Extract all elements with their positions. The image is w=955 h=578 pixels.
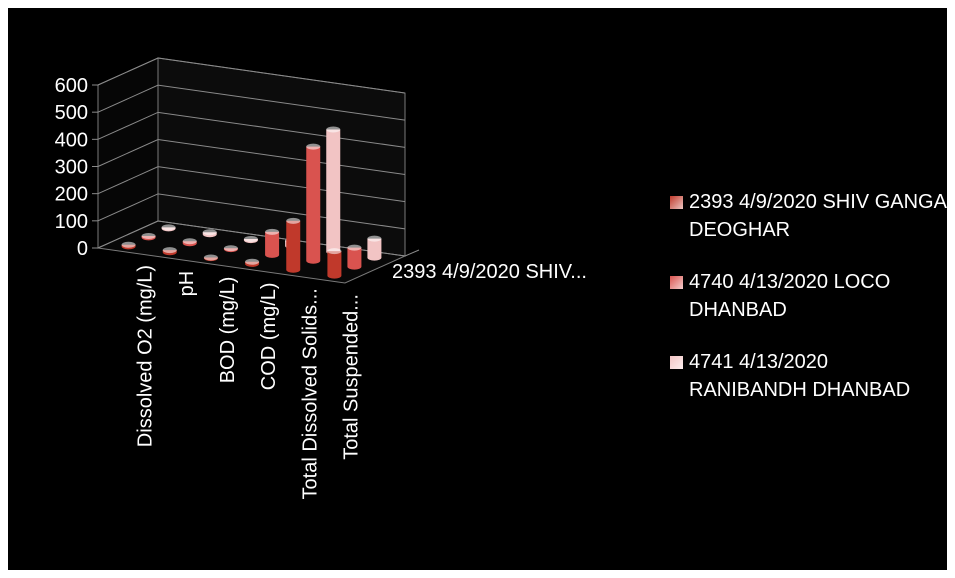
bar-s1-c3: [203, 254, 218, 262]
gridline: [97, 111, 406, 148]
bar-top: [203, 254, 218, 261]
bar-top: [245, 258, 260, 265]
x-tick-label: Dissolved O2 (mg/L): [135, 265, 157, 447]
x-axis-labels: Dissolved O2 (mg/L) pH BOD (mg/L) COD (mg/L…: [135, 265, 363, 500]
bar-body: [306, 146, 321, 264]
x-tick-label: pH: [176, 271, 198, 297]
bar-top: [347, 244, 362, 251]
legend-item-series-2: 4740 4/13/2020 LOCO DHANBAD: [670, 268, 950, 324]
bar-s1-c6: [327, 248, 342, 279]
bar-s2-c6: [347, 244, 362, 270]
bar-body: [347, 247, 362, 270]
legend-label-series-3: 4741 4/13/2020 RANIBANDH DHANBAD: [689, 351, 911, 401]
legend-label-series-1: 2393 4/9/2020 SHIV GANGA DEOGHAR: [689, 191, 946, 241]
bar-top: [306, 143, 321, 150]
bar-s1-c1: [121, 241, 136, 250]
bar-top: [141, 233, 156, 240]
bar-body: [367, 238, 382, 261]
gridline: [97, 166, 406, 203]
legend-item-series-3: 4741 4/13/2020 RANIBANDH DHANBAD: [670, 348, 950, 404]
bar-s2-c1: [141, 233, 156, 241]
bar-top: [121, 241, 136, 248]
bar-top: [286, 217, 301, 224]
y-tick-label: 500: [55, 102, 88, 124]
y-tick-label: 100: [55, 211, 88, 233]
y-axis-ticks: 0 100 200 300 400 500 600: [55, 75, 420, 260]
bar-s3-c2: [202, 229, 217, 238]
gridline: [97, 84, 406, 121]
bar-top: [162, 247, 177, 254]
gridline: [97, 57, 406, 94]
gridline: [97, 220, 406, 257]
depth-axis-label: 2393 4/9/2020 SHIV...: [392, 261, 587, 283]
bar-s2-c4: [265, 228, 280, 258]
gridline: [97, 193, 406, 230]
bars: [121, 126, 382, 279]
legend-item-series-1: 2393 4/9/2020 SHIV GANGA DEOGHAR: [670, 188, 950, 244]
legend-swatch-series-2: [670, 276, 683, 289]
bar-top: [182, 238, 197, 245]
bar-s3-c1: [161, 224, 176, 232]
bar-body: [286, 220, 301, 273]
bar-top: [223, 245, 238, 252]
bar-s3-c6: [367, 235, 382, 261]
bar-top: [202, 229, 217, 236]
y-tick-label: 200: [55, 184, 88, 206]
y-tick-label: 400: [55, 129, 88, 151]
bar-s3-c5: [326, 126, 341, 255]
bar-top: [326, 126, 341, 133]
gridlines: [97, 57, 406, 257]
bar-body: [327, 251, 342, 279]
legend-label-series-2: 4740 4/13/2020 LOCO DHANBAD: [689, 271, 891, 321]
bar-body: [326, 129, 341, 255]
bar-s1-c5: [286, 217, 301, 273]
bar-s2-c5: [306, 143, 321, 264]
gridline: [97, 138, 406, 175]
y-tick-label: 600: [55, 75, 88, 97]
bar-top: [367, 235, 382, 242]
bar-s2-c2: [182, 238, 197, 247]
bar-s2-c3: [223, 245, 238, 253]
bar-top: [161, 224, 176, 231]
bar-s3-c3: [243, 235, 258, 244]
x-tick-label: BOD (mg/L): [217, 277, 239, 384]
bar-s1-c4: [245, 258, 260, 267]
legend: 2393 4/9/2020 SHIV GANGA DEOGHAR 4740 4/…: [670, 188, 950, 428]
bar-top: [243, 235, 258, 242]
y-tick-label: 0: [77, 238, 88, 260]
bar-s1-c2: [162, 247, 177, 256]
bar-top: [327, 248, 342, 255]
bar-body: [265, 231, 280, 258]
x-tick-label: Total Dissolved Solids...: [299, 288, 321, 499]
depth-tick-mark: [404, 249, 420, 257]
bar-top: [265, 228, 280, 235]
legend-swatch-series-3: [670, 356, 683, 369]
x-tick-label: Total Suspended...: [340, 294, 362, 460]
legend-swatch-series-1: [670, 196, 683, 209]
y-tick-label: 300: [55, 157, 88, 179]
x-tick-label: COD (mg/L): [258, 282, 280, 390]
